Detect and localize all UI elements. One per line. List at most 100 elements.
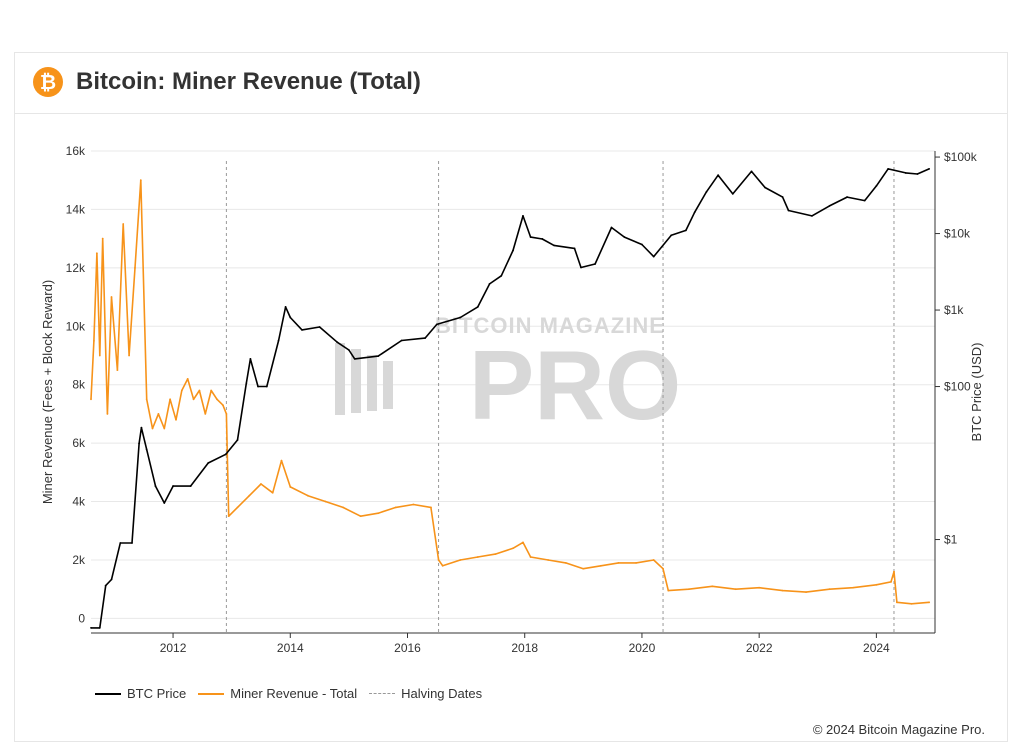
data-point-price [731, 192, 734, 195]
data-point-revenue [617, 561, 620, 564]
legend-item-revenue[interactable]: Miner Revenue - Total [198, 686, 357, 701]
data-point-revenue [93, 339, 95, 342]
data-point-price [641, 243, 643, 246]
data-point-price [488, 282, 491, 285]
data-point-revenue [441, 564, 444, 567]
watermark-mark [367, 355, 377, 411]
data-point-price [610, 226, 613, 229]
data-point-price [424, 337, 426, 339]
y-right-tick-label: $10k [944, 227, 971, 241]
x-tick-label: 2022 [746, 641, 773, 655]
data-point-price [512, 249, 514, 252]
data-point-revenue [635, 561, 637, 564]
data-point-revenue [875, 583, 878, 586]
data-point-price [265, 385, 268, 388]
data-point-price [811, 215, 813, 217]
data-point-revenue [192, 398, 195, 401]
data-point-revenue [221, 404, 224, 407]
data-point-price [750, 170, 753, 173]
data-point-revenue [324, 500, 327, 503]
data-point-price [131, 542, 133, 544]
bitcoin-logo-icon: ₿ [33, 67, 63, 97]
y-left-tick-label: 14k [66, 202, 86, 216]
x-tick-label: 2024 [863, 641, 890, 655]
data-point-price [781, 196, 784, 198]
data-point-price [717, 174, 720, 177]
data-point-revenue [134, 266, 136, 269]
data-point-revenue [893, 570, 895, 573]
data-point-price [764, 186, 766, 189]
y-left-tick-label: 0 [78, 611, 85, 625]
y-right-tick-label: $100k [944, 150, 978, 164]
copyright-text: © 2024 Bitcoin Magazine Pro. [812, 722, 985, 737]
data-point-price [90, 626, 92, 629]
legend-item-price[interactable]: BTC Price [95, 686, 186, 701]
data-point-revenue [377, 512, 380, 515]
data-point-price [553, 244, 555, 247]
data-point-price [541, 238, 544, 240]
data-point-revenue [110, 296, 113, 298]
data-point-price [828, 204, 831, 207]
watermark-line2: PRO [469, 330, 681, 440]
data-point-price [685, 229, 687, 232]
data-point-revenue [512, 547, 514, 550]
data-point-revenue [342, 506, 344, 509]
data-point-revenue [260, 483, 262, 485]
data-point-revenue [896, 601, 898, 604]
data-point-revenue [805, 591, 807, 594]
data-point-revenue [781, 589, 784, 592]
y-left-tick-label: 2k [72, 553, 86, 567]
data-point-price [110, 578, 113, 581]
data-point-price [289, 316, 292, 319]
data-point-revenue [225, 413, 228, 415]
data-point-price [652, 255, 655, 258]
data-point-price [580, 266, 582, 269]
data-point-price [140, 426, 143, 429]
data-point-revenue [437, 559, 440, 561]
data-point-revenue [271, 491, 274, 494]
data-point-revenue [116, 369, 119, 371]
chart-header: ₿ Bitcoin: Miner Revenue (Total) [15, 53, 1007, 114]
y-left-axis-title: Miner Revenue (Fees + Block Reward) [40, 280, 55, 504]
data-point-price [145, 448, 148, 451]
data-point-revenue [711, 585, 714, 588]
data-point-revenue [412, 503, 415, 506]
data-point-price [435, 323, 438, 326]
data-point-revenue [175, 418, 177, 421]
legend-label-price: BTC Price [127, 686, 187, 701]
data-point-price [336, 341, 339, 344]
data-point-revenue [852, 586, 854, 589]
data-point-revenue [758, 586, 761, 589]
chart-legend: BTC Price Miner Revenue - Total Halving … [95, 686, 494, 701]
x-tick-label: 2016 [394, 641, 421, 655]
data-point-price [284, 305, 287, 308]
data-point-revenue [890, 580, 892, 583]
watermark-line1: BITCOIN MAGAZINE [435, 313, 665, 338]
y-left-tick-label: 8k [72, 378, 86, 392]
data-point-revenue [687, 588, 690, 591]
page-title: Bitcoin: Miner Revenue (Total) [76, 68, 421, 95]
watermark-mark [383, 361, 393, 409]
data-point-revenue [582, 567, 585, 570]
data-point-revenue [928, 601, 931, 604]
data-point-revenue [139, 179, 142, 182]
data-point-revenue [204, 413, 207, 415]
data-point-revenue [95, 252, 98, 255]
data-point-price [887, 168, 890, 170]
data-point-revenue [734, 588, 737, 591]
legend-item-halving[interactable]: Halving Dates [369, 686, 482, 701]
data-point-price [863, 199, 866, 202]
x-tick-label: 2012 [160, 641, 187, 655]
data-point-revenue [216, 398, 218, 401]
data-point-revenue [227, 515, 230, 518]
data-point-price [904, 172, 907, 174]
data-point-price [98, 626, 101, 629]
data-point-revenue [151, 427, 154, 430]
data-point-revenue [547, 559, 550, 561]
y-left-tick-label: 16k [66, 144, 86, 158]
data-point-price [301, 329, 303, 331]
data-point-price [249, 357, 252, 360]
data-point-revenue [128, 354, 130, 357]
data-point-price [500, 274, 503, 277]
data-point-revenue [210, 389, 213, 392]
